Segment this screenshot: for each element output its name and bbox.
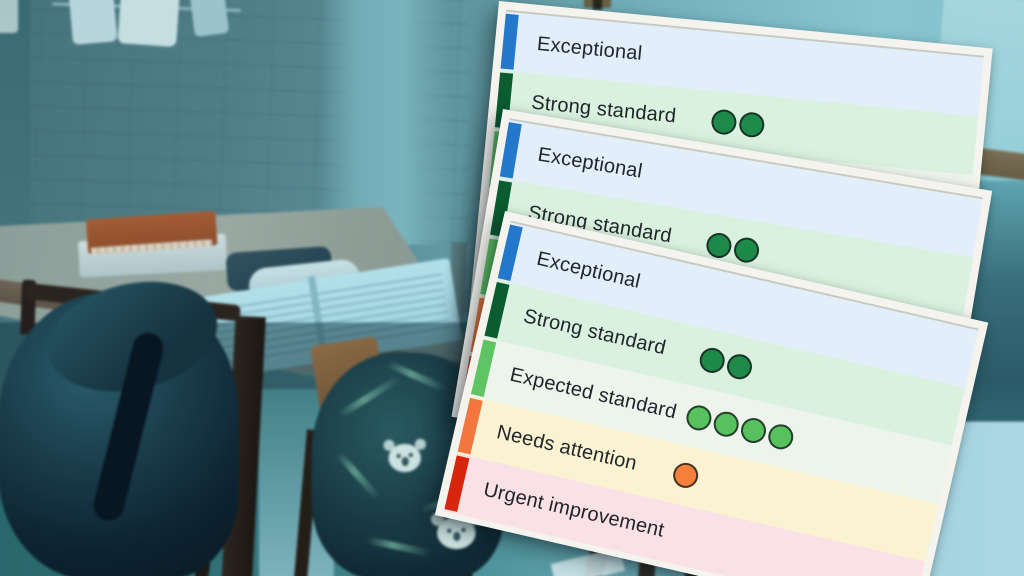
ceiling-fixture-bracket (592, 0, 603, 10)
hanging-shirt (189, 0, 230, 37)
rating-dot (738, 415, 769, 446)
rating-stripe (497, 224, 523, 282)
rating-dot (710, 108, 738, 136)
rating-dot (697, 345, 728, 376)
hanging-shirt (117, 0, 180, 48)
rating-stripe (500, 13, 519, 70)
wall-pillar (319, 0, 452, 245)
hanging-shirt (68, 0, 118, 45)
rating-dot (738, 110, 766, 139)
rating-dots (670, 460, 701, 491)
rating-dot (670, 460, 701, 491)
rating-label: Exceptional (536, 32, 644, 66)
rating-stripe (484, 282, 510, 339)
koala-print (383, 438, 426, 473)
rating-stripe (457, 397, 483, 455)
rating-dots (683, 402, 796, 452)
rating-stripe (471, 339, 497, 397)
rating-dot (765, 421, 796, 452)
door-light-patch (0, 0, 19, 33)
rating-label: Exceptional (536, 143, 644, 183)
rating-stripe (444, 455, 470, 512)
rating-dot (724, 351, 755, 382)
rating-label: Exceptional (534, 247, 643, 294)
rating-dots (697, 345, 755, 382)
rating-dot (704, 230, 734, 260)
rating-dot (683, 402, 714, 433)
rating-dot (732, 235, 761, 265)
rating-stripe (499, 122, 522, 179)
doorway (0, 0, 31, 238)
rating-dots (710, 108, 766, 139)
rating-dot (711, 409, 742, 440)
